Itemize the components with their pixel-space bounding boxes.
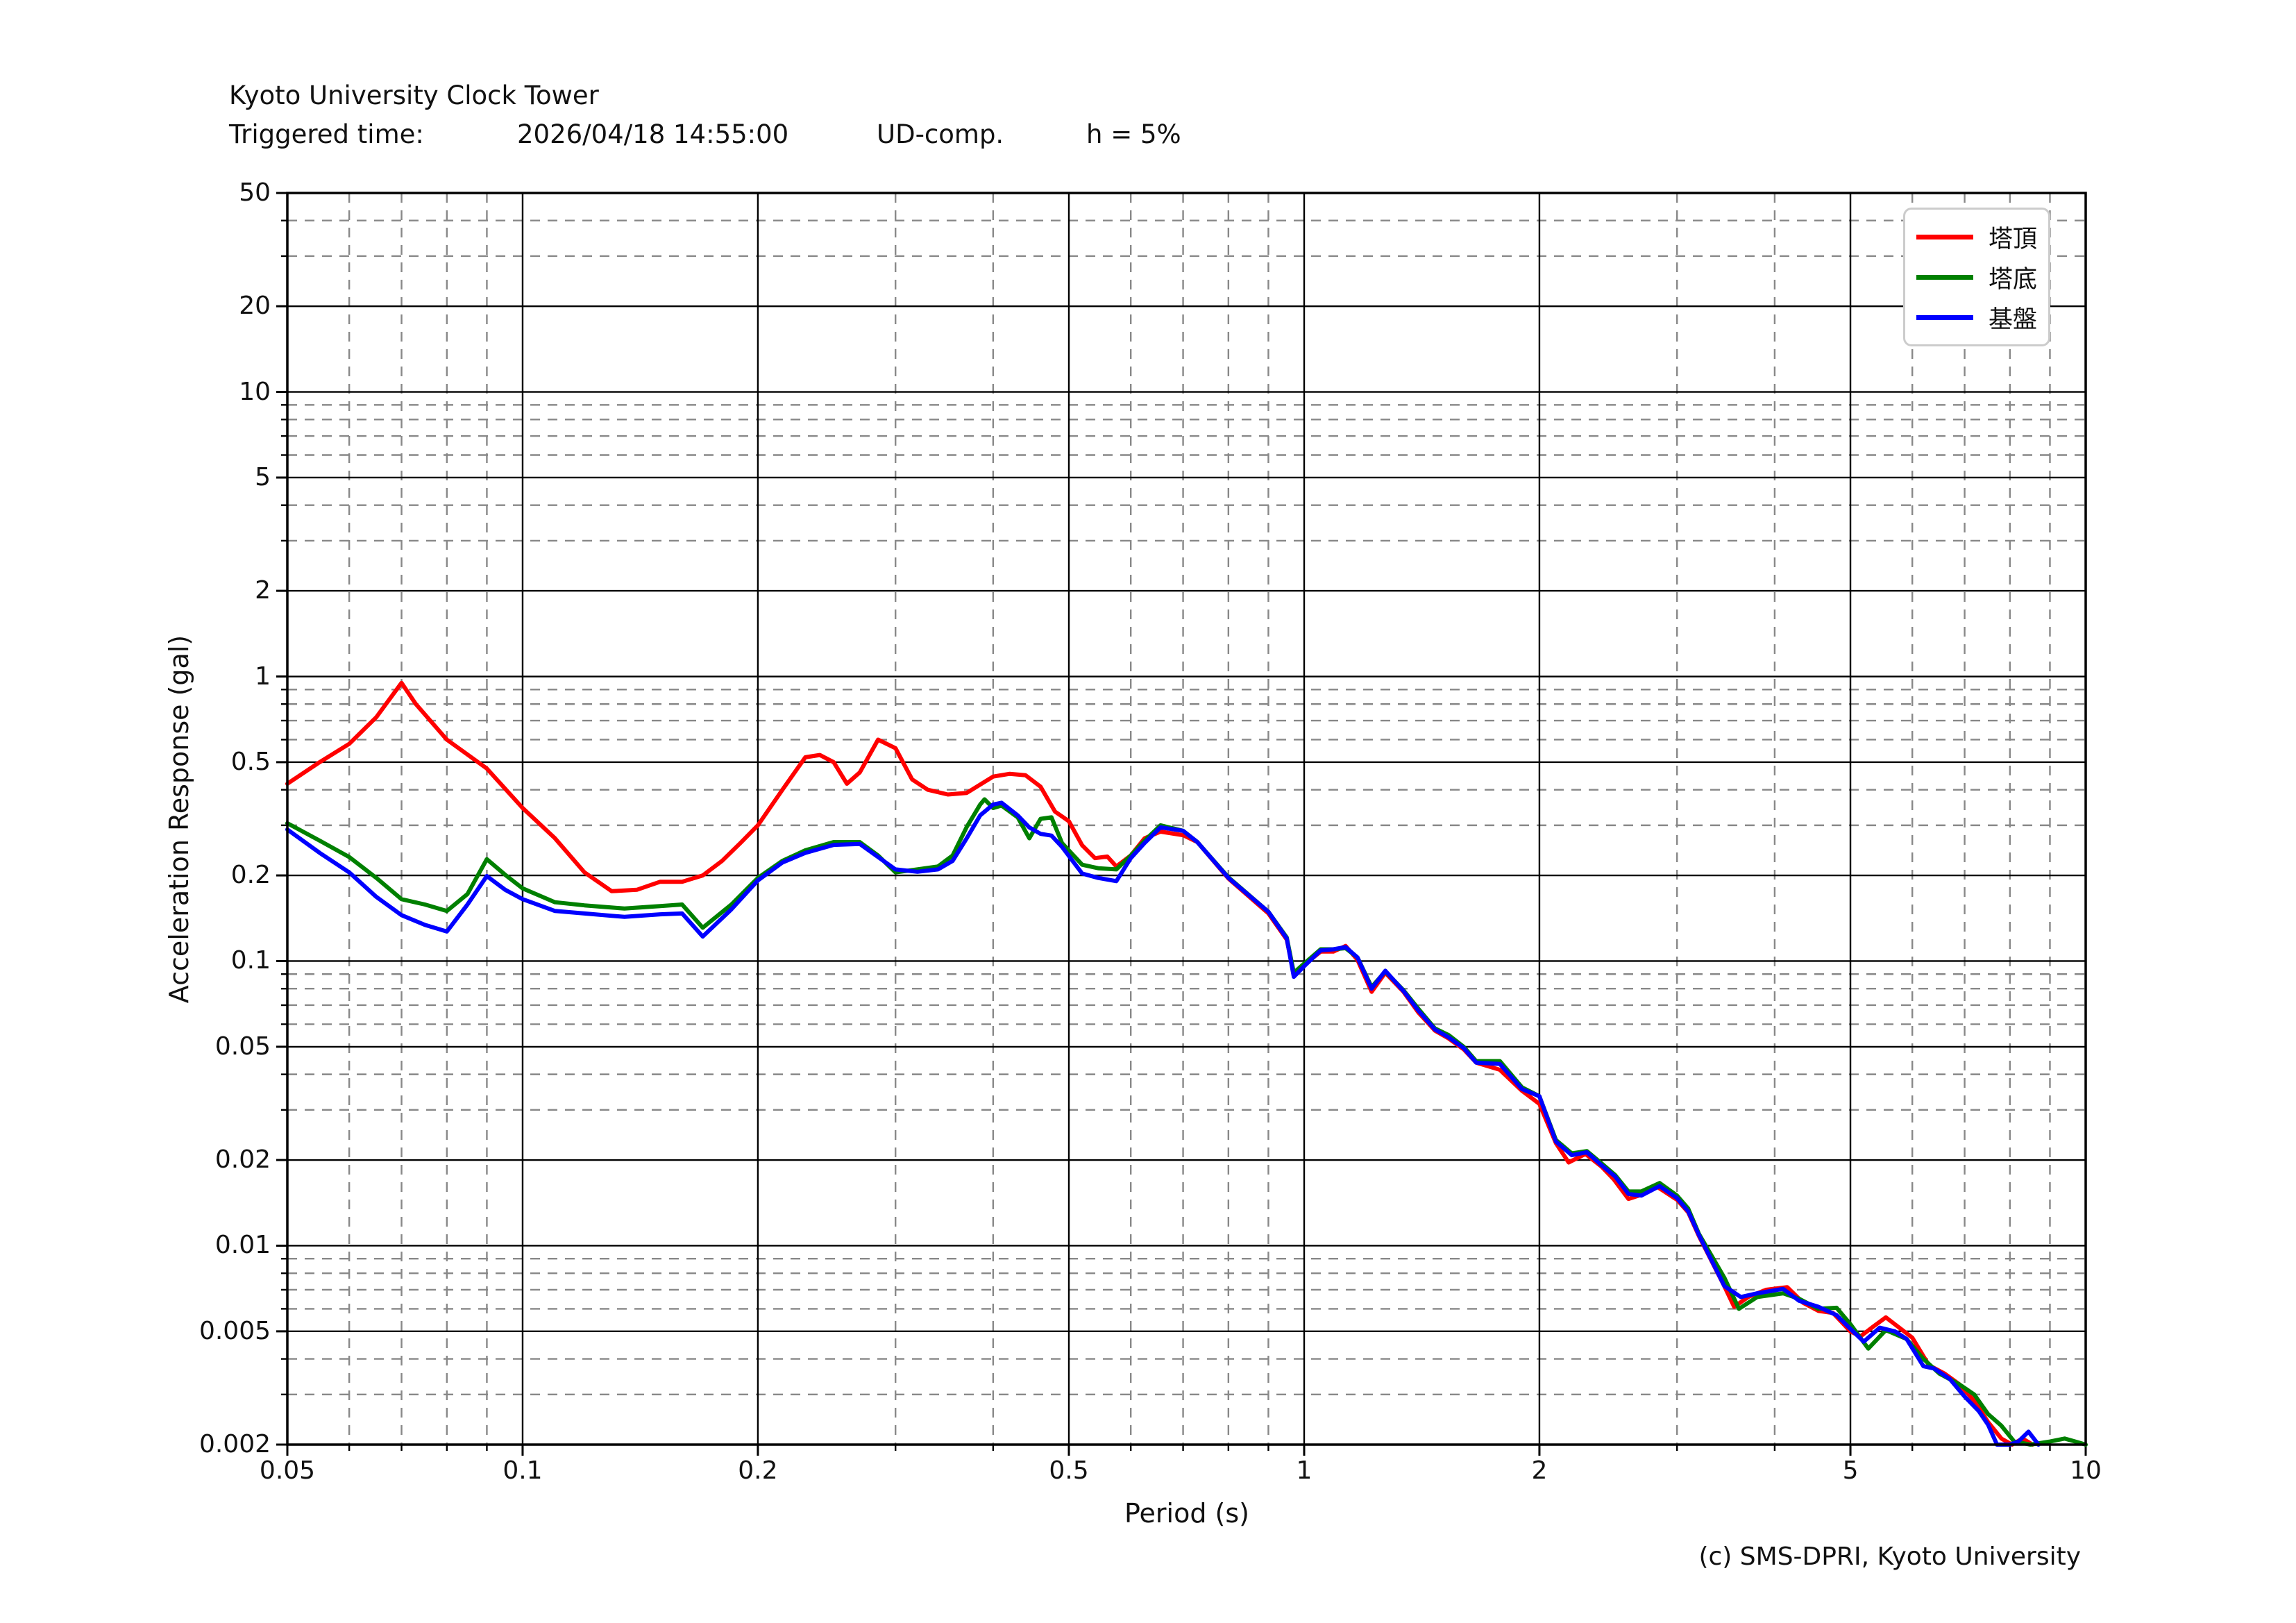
y-tick-label: 1 (255, 662, 271, 691)
y-axis-label: Acceleration Response (gal) (164, 634, 194, 1004)
legend-item-2: 基盤 (1905, 297, 2048, 337)
legend-label: 基盤 (1989, 305, 2038, 334)
y-tick-label: 50 (239, 178, 271, 207)
legend-label: 塔頂 (1989, 225, 2038, 253)
x-tick-label: 10 (2070, 1456, 2102, 1485)
y-tick-label: 0.005 (199, 1316, 271, 1345)
x-tick-label: 0.2 (738, 1456, 778, 1485)
damping-label: h = 5% (1086, 119, 1181, 149)
legend-line-swatch (1916, 274, 1973, 280)
y-tick-label: 0.05 (214, 1032, 271, 1061)
y-tick-label: 5 (255, 462, 271, 491)
y-tick-label: 2 (255, 576, 271, 605)
legend-line-swatch (1916, 314, 1973, 320)
x-tick-label: 2 (1531, 1456, 1548, 1485)
legend: 塔頂 塔底 基盤 (1903, 208, 2050, 346)
copyright: (c) SMS-DPRI, Kyoto University (1698, 1542, 2081, 1571)
series-line-1 (285, 797, 2088, 1447)
legend-line-swatch (1916, 234, 1973, 239)
series-line-0 (285, 680, 2035, 1447)
y-tick-label: 20 (239, 292, 271, 321)
y-tick-label: 0.1 (230, 946, 271, 975)
triggered-time-value: 2026/04/18 14:55:00 (517, 119, 789, 149)
x-tick-label: 1 (1296, 1456, 1312, 1485)
legend-item-1: 塔底 (1905, 257, 2048, 297)
y-tick-label: 0.01 (214, 1231, 271, 1260)
y-tick-label: 0.002 (199, 1430, 271, 1458)
y-tick-label: 0.2 (230, 861, 271, 890)
plot-frame (286, 192, 2087, 1446)
legend-label: 塔底 (1989, 265, 2038, 294)
x-tick-label: 5 (1842, 1456, 1859, 1485)
x-axis-label: Period (s) (1124, 1498, 1250, 1529)
triggered-time-label: Triggered time: (229, 119, 424, 149)
y-tick-label: 0.02 (214, 1145, 271, 1175)
component-label: UD-comp. (877, 119, 1004, 149)
x-tick-label: 0.05 (259, 1456, 316, 1485)
legend-item-0: 塔頂 (1905, 217, 2048, 257)
y-tick-label: 0.5 (230, 747, 271, 776)
x-tick-label: 0.5 (1049, 1456, 1089, 1485)
series-line-2 (285, 800, 2041, 1447)
y-tick-label: 10 (239, 377, 271, 406)
chart-title: Kyoto University Clock Tower (229, 81, 599, 110)
x-tick-label: 0.1 (503, 1456, 543, 1485)
